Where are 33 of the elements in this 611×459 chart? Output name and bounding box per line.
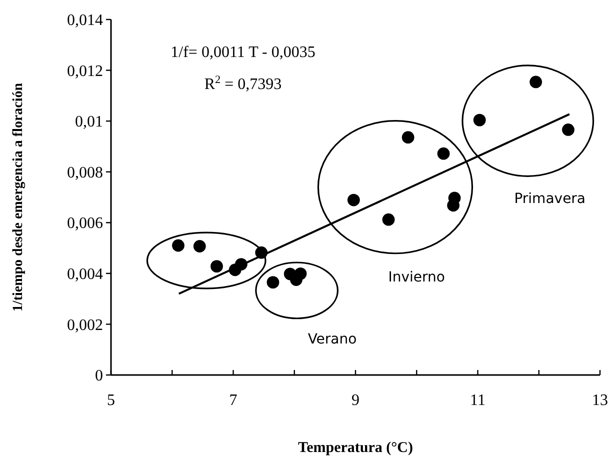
point (172, 239, 184, 252)
point (530, 76, 542, 88)
point (294, 267, 307, 280)
point (382, 213, 395, 226)
x-tick-label: 5 (107, 392, 115, 409)
x-tick-label: 9 (352, 392, 360, 409)
point (266, 276, 280, 289)
y-tick-label: 0,004 (67, 266, 103, 284)
point (562, 124, 574, 136)
x-tick-label: 7 (229, 392, 238, 409)
point (193, 240, 206, 252)
y-tick-label: 0,006 (67, 215, 103, 232)
annotation: Invierno (388, 270, 445, 286)
x-axis-title: Temperatura (°C) (298, 440, 414, 456)
annotation: 1/f= 0,0011 T - 0,0035 (170, 44, 316, 62)
y-axis-title: 1/tiempo desde emergencia a floración (11, 82, 26, 312)
y-tick-label: 0,01 (75, 114, 103, 131)
y-tick-label: 0,012 (67, 62, 103, 80)
point (473, 114, 486, 126)
y-tick-label: 0,014 (67, 12, 103, 30)
point (437, 147, 450, 160)
y-tick-label: 0,002 (67, 316, 103, 334)
annotation: R$^{2}$ = 0,7393 (204, 74, 282, 94)
point (210, 260, 223, 273)
annotation: Primavera (514, 190, 586, 207)
annotation: Verano (308, 331, 357, 348)
x-tick-label: 11 (470, 392, 486, 409)
point (402, 131, 414, 144)
y-tick-label: 0 (95, 368, 103, 385)
y-tick-label: 0,008 (67, 164, 103, 182)
point (448, 192, 461, 204)
point (347, 194, 360, 206)
x-tick-label: 13 (592, 392, 608, 409)
